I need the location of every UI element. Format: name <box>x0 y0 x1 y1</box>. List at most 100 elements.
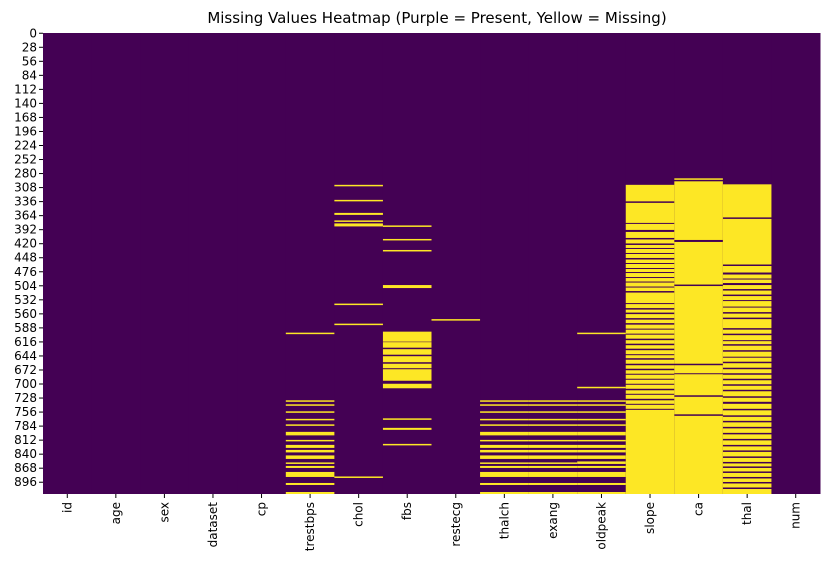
cell-present-cp <box>237 33 287 494</box>
missing-band-slope-3 <box>625 231 675 238</box>
missing-band-thal-38 <box>722 478 772 482</box>
missing-band-ca-5 <box>674 374 724 396</box>
missing-band-exang-7 <box>528 444 578 448</box>
missing-band-ca-4 <box>674 365 724 374</box>
missing-band-thalch-14 <box>480 491 530 494</box>
missing-band-thalch-8 <box>480 449 530 453</box>
missing-band-slope-5 <box>625 244 675 248</box>
missing-band-thalch-5 <box>480 431 530 436</box>
missing-band-trestbps-15 <box>285 491 335 494</box>
missing-band-slope-16 <box>625 304 675 309</box>
cell-present-oldpeak <box>577 33 627 494</box>
y-tick-label: 392 <box>14 223 37 237</box>
missing-band-slope-28 <box>625 365 675 369</box>
missing-band-trestbps-9 <box>285 449 335 453</box>
missing-band-thal-5 <box>722 285 772 290</box>
missing-band-chol-2 <box>334 212 384 215</box>
cell-present-id <box>43 33 93 494</box>
missing-band-slope-19 <box>625 319 675 324</box>
missing-band-fbs-8 <box>382 363 432 369</box>
missing-band-oldpeak-16 <box>577 491 627 494</box>
missing-band-thal-22 <box>722 385 772 390</box>
x-tick-label-sex: sex <box>157 502 171 523</box>
y-tick-label: 840 <box>14 447 37 461</box>
column-num <box>771 33 821 494</box>
y-tick-label: 280 <box>14 167 37 181</box>
missing-band-oldpeak-11 <box>577 455 627 459</box>
x-tick-label-exang: exang <box>546 502 560 539</box>
cell-present-chol <box>334 33 384 494</box>
missing-band-slope-33 <box>625 390 675 394</box>
cell-present-fbs <box>382 33 432 494</box>
missing-band-thal-15 <box>722 345 772 351</box>
missing-band-thal-3 <box>722 274 772 279</box>
column-cp <box>237 33 287 494</box>
y-tick-label: 0 <box>29 26 37 40</box>
missing-band-thal-30 <box>722 434 772 439</box>
y-tick-label: 196 <box>14 124 37 138</box>
missing-band-trestbps-7 <box>285 439 335 442</box>
cell-present-age <box>91 33 141 494</box>
y-tick-label: 672 <box>14 363 37 377</box>
missing-band-chol-4 <box>334 223 384 227</box>
missing-band-ca-3 <box>674 286 724 364</box>
missing-band-exang-9 <box>528 455 578 459</box>
missing-band-fbs-0 <box>382 225 432 227</box>
y-tick-label: 728 <box>14 391 37 405</box>
x-tick-label-fbs: fbs <box>400 502 414 520</box>
missing-band-fbs-4 <box>382 331 432 342</box>
missing-band-oldpeak-8 <box>577 439 627 442</box>
missing-band-chol-5 <box>334 303 384 306</box>
missing-band-thal-4 <box>722 279 772 284</box>
y-tick-label: 28 <box>22 40 37 54</box>
missing-band-fbs-5 <box>382 342 432 348</box>
missing-band-thal-19 <box>722 369 772 374</box>
missing-band-chol-1 <box>334 199 384 202</box>
y-tick-label: 168 <box>14 110 37 124</box>
missing-band-exang-2 <box>528 411 578 413</box>
missing-band-slope-6 <box>625 248 675 253</box>
missing-band-trestbps-5 <box>285 424 335 426</box>
missing-band-slope-13 <box>625 282 675 287</box>
missing-band-thalch-10 <box>480 462 530 464</box>
missing-band-thal-28 <box>722 422 772 427</box>
cell-present-trestbps <box>285 33 335 494</box>
y-tick-label: 252 <box>14 153 37 167</box>
missing-band-slope-7 <box>625 253 675 258</box>
y-tick-label: 336 <box>14 195 37 209</box>
missing-band-chol-3 <box>334 220 384 222</box>
missing-band-thal-13 <box>722 335 772 341</box>
missing-band-thal-39 <box>722 483 772 488</box>
y-tick-label: 448 <box>14 251 37 265</box>
y-tick-label: 896 <box>14 475 37 489</box>
missing-band-oldpeak-9 <box>577 444 627 448</box>
missing-band-thal-8 <box>722 301 772 307</box>
missing-band-slope-36 <box>625 404 675 409</box>
missing-band-fbs-7 <box>382 356 432 363</box>
missing-band-thal-14 <box>722 341 772 345</box>
missing-band-slope-15 <box>625 292 675 304</box>
missing-band-chol-6 <box>334 323 384 326</box>
y-tick-label: 504 <box>14 279 37 293</box>
missing-band-thalch-6 <box>480 439 530 442</box>
missing-band-thal-34 <box>722 457 772 462</box>
missing-band-exang-6 <box>528 439 578 442</box>
missing-band-oldpeak-2 <box>577 400 627 402</box>
missing-band-slope-9 <box>625 264 675 269</box>
missing-band-exang-4 <box>528 424 578 426</box>
missing-band-slope-18 <box>625 314 675 319</box>
missing-band-trestbps-13 <box>285 471 335 477</box>
missing-band-fbs-9 <box>382 369 432 381</box>
missing-band-slope-23 <box>625 340 675 344</box>
missing-band-thal-26 <box>722 410 772 416</box>
x-tick-label-slope: slope <box>643 502 657 534</box>
y-tick-label: 868 <box>14 461 37 475</box>
missing-band-oldpeak-4 <box>577 411 627 413</box>
missing-band-thalch-7 <box>480 444 530 448</box>
cell-present-num <box>771 33 821 494</box>
missing-band-trestbps-14 <box>285 482 335 485</box>
y-tick-label: 224 <box>14 138 37 152</box>
missing-band-thalch-0 <box>480 400 530 402</box>
x-tick-label-num: num <box>789 502 803 529</box>
column-exang <box>528 33 578 494</box>
